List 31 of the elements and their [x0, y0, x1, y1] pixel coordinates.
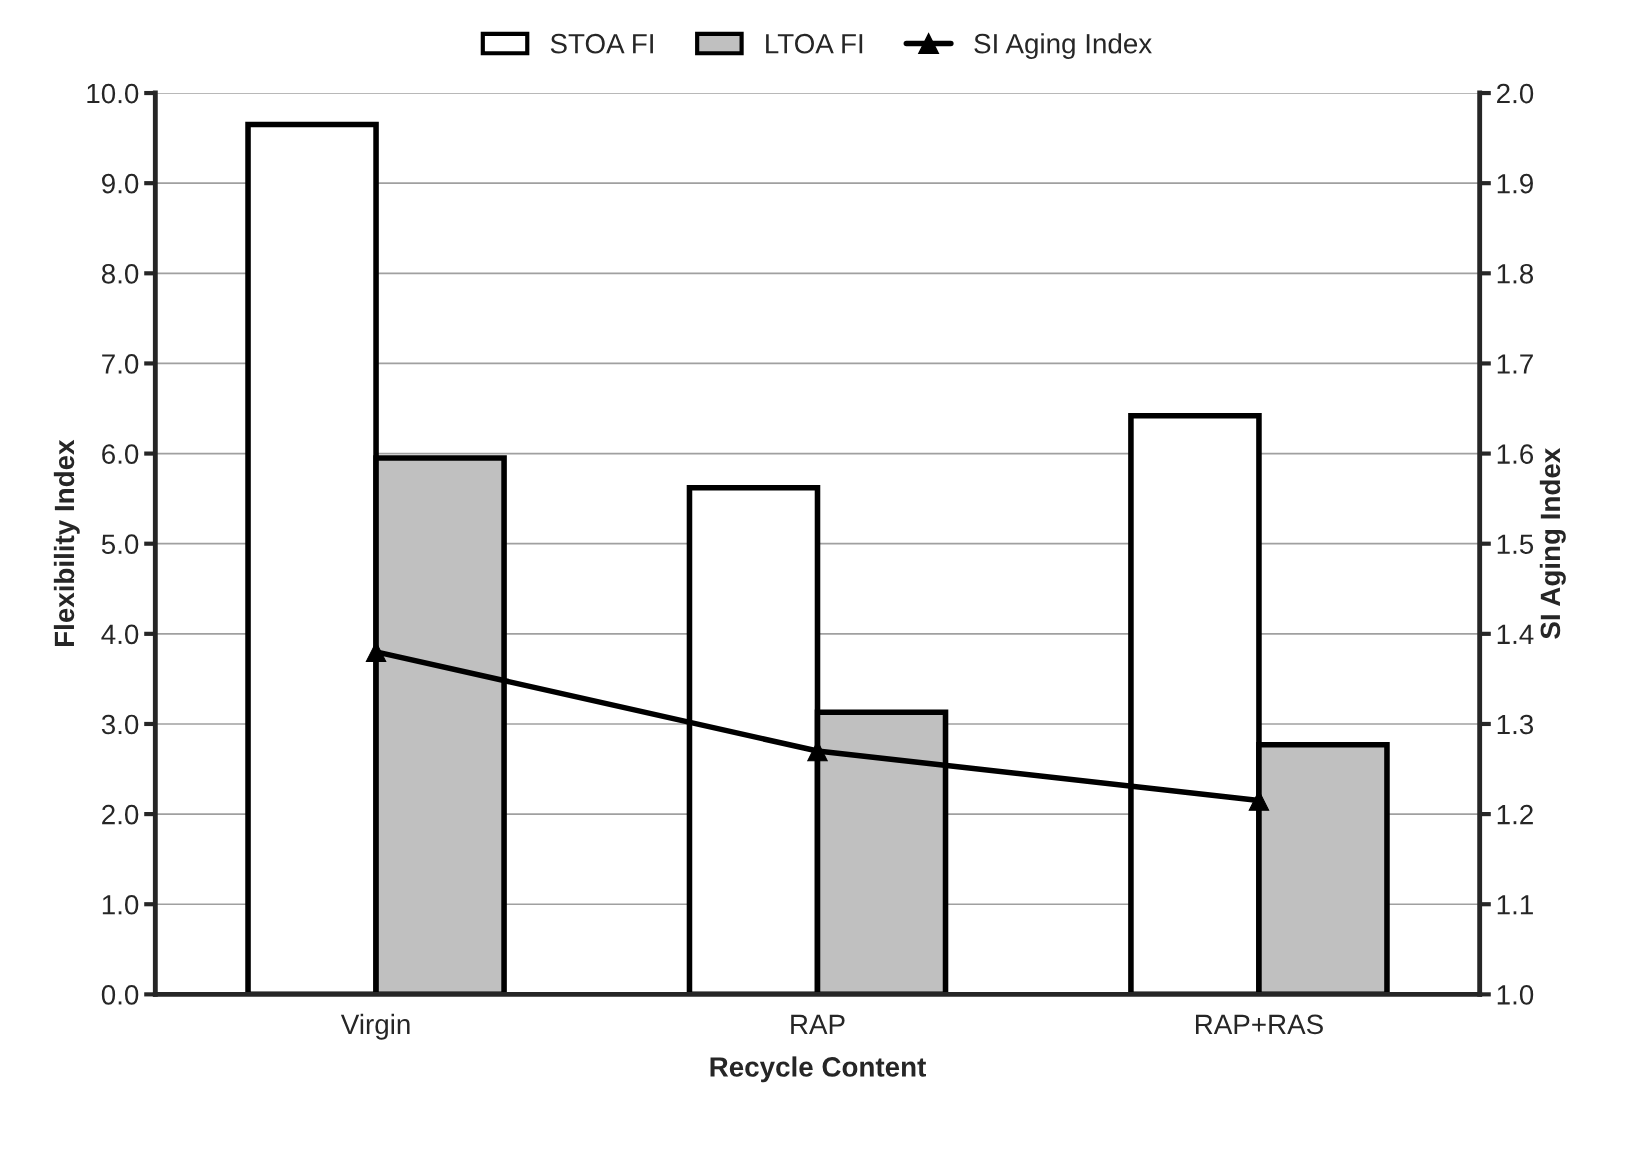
y-tick-label: 7.0 [102, 354, 139, 374]
x-tick-label: RAP+RAS [1196, 1014, 1323, 1035]
y-tick-label: 9.0 [102, 173, 139, 194]
y2-tick-label: 1.4 [1497, 624, 1534, 644]
y2-tick-label: 1.6 [1497, 444, 1534, 464]
y2-tick-label: 1.5 [1497, 534, 1534, 555]
y2-tick-label: 1.9 [1497, 173, 1533, 194]
y2-tick-label: 1.0 [1497, 985, 1534, 1005]
y-tick-label: 3.0 [101, 714, 139, 735]
y-tick-label: 2.0 [102, 804, 139, 825]
legend-label: STOA FI [550, 33, 653, 54]
x-tick-label: Virgin [340, 1013, 410, 1040]
y-tick-label: 0.0 [101, 985, 139, 1005]
y-tick-label: 6.0 [102, 444, 139, 464]
x-axis-title: Recycle Content [710, 1056, 926, 1083]
y2-tick-label: 1.2 [1497, 804, 1533, 825]
y-tick-label: 10.0 [87, 83, 139, 104]
legend-label: LTOA FI [766, 33, 863, 54]
legend-label: SI Aging Index [974, 33, 1152, 60]
y2-tick-label: 2.0 [1497, 83, 1534, 104]
y-tick-label: 1.0 [102, 894, 139, 915]
y-tick-label: 5.0 [101, 534, 139, 555]
y2-tick-label: 1.1 [1497, 895, 1533, 915]
y-axis-title: Flexibility Index [53, 439, 80, 647]
y-tick-label: 8.0 [101, 263, 139, 284]
y2-tick-label: 1.8 [1497, 263, 1534, 284]
y2-tick-label: 1.7 [1497, 354, 1533, 374]
y2-tick-label: 1.3 [1497, 714, 1534, 735]
y-tick-label: 4.0 [101, 624, 139, 645]
x-tick-label: RAP [791, 1014, 845, 1034]
y2-axis-title: SI Aging Index [1539, 447, 1566, 639]
